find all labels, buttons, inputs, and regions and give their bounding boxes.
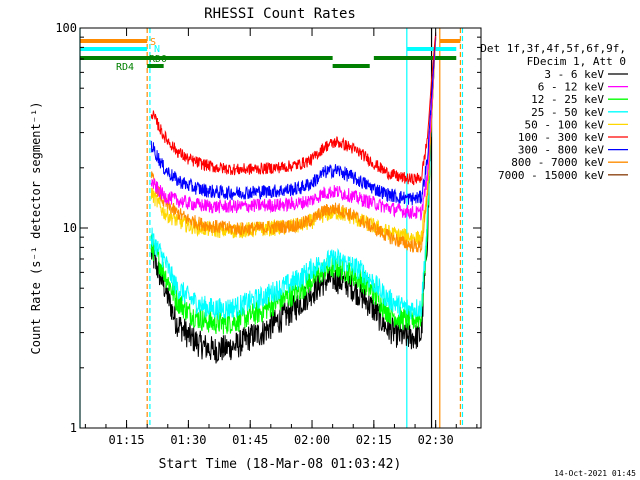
x-axis-label: Start Time (18-Mar-08 01:03:42) — [159, 457, 402, 472]
legend-label-5: 100 - 300 keV — [518, 131, 604, 144]
legend-label-6: 300 - 800 keV — [518, 144, 604, 157]
x-tick-label-4: 02:15 — [356, 433, 392, 447]
legend-label-8: 7000 - 15000 keV — [498, 169, 604, 182]
series-line-800-7000-kev — [150, 36, 437, 253]
x-tick-label-0: 01:15 — [109, 433, 145, 447]
y-axis-label: Count Rate (s⁻¹ detector segment⁻¹) — [29, 102, 43, 355]
legend-label-2: 12 - 25 keV — [531, 93, 604, 106]
chart-title: RHESSI Count Rates — [204, 6, 356, 22]
axis-ticks: 01:15 01:30 01:45 02:00 02:15 02:30 1 10 100 — [55, 21, 481, 447]
y-tick-label-0: 1 — [70, 421, 77, 435]
legend-label-0: 3 - 6 keV — [544, 68, 604, 81]
flag-label-n: N — [154, 44, 160, 55]
flag-label-rd0: RD0 — [149, 54, 167, 65]
x-tick-label-1: 01:30 — [170, 433, 206, 447]
y-tick-label-1: 10 — [63, 221, 77, 235]
series-line-3-6-kev — [150, 37, 437, 364]
series-line-6-12-kev — [150, 35, 437, 221]
series-line-300-800-kev — [150, 34, 437, 206]
series-line-100-300-kev — [150, 32, 437, 186]
flag-label-s: S — [150, 37, 156, 48]
legend-header-line-2: FDecim 1, Att 0 — [527, 55, 626, 68]
x-tick-label-2: 01:45 — [232, 433, 268, 447]
legend-label-1: 6 - 12 keV — [538, 81, 605, 94]
series-line-25-50-kev — [150, 38, 437, 320]
series-lines — [150, 32, 437, 364]
legend-label-7: 800 - 7000 keV — [511, 156, 604, 169]
legend-label-3: 25 - 50 keV — [531, 106, 604, 119]
legend: Det 1f,3f,4f,5f,6f,9f, FDecim 1, Att 0 3… — [480, 42, 628, 182]
legend-label-4: 50 - 100 keV — [525, 118, 605, 131]
flag-label-rd4: RD4 — [116, 62, 134, 73]
legend-header-line-1: Det 1f,3f,4f,5f,6f,9f, — [480, 42, 626, 55]
generated-timestamp: 14-Oct-2021 01:45 — [554, 469, 636, 478]
y-tick-label-2: 100 — [55, 21, 77, 35]
x-tick-label-5: 02:30 — [418, 433, 454, 447]
x-tick-label-3: 02:00 — [294, 433, 330, 447]
